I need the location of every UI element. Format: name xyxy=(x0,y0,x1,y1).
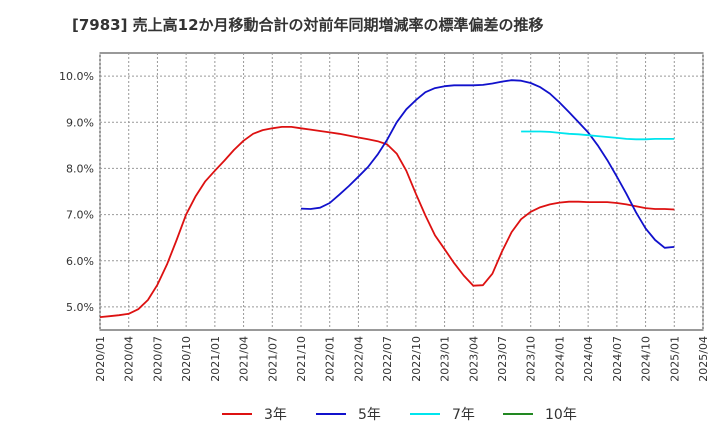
x-tick-label: 2023/07 xyxy=(496,336,509,382)
y-axis-tick-labels: 5.0% 6.0% 7.0% 8.0% 9.0% 10.0% xyxy=(59,70,94,314)
x-tick-label: 2024/07 xyxy=(611,336,624,382)
x-tick-label: 2023/01 xyxy=(439,336,452,382)
grid-layer xyxy=(99,53,704,330)
x-tick-label: 2024/01 xyxy=(553,336,566,382)
x-tick-label: 2020/10 xyxy=(180,336,193,382)
x-tick-label: 2025/01 xyxy=(668,336,681,382)
x-tick-label: 2022/07 xyxy=(381,336,394,382)
legend-label-3: 7年 xyxy=(452,407,475,423)
y-tick-label: 9.0% xyxy=(66,116,94,129)
x-tick-label: 2024/04 xyxy=(582,336,595,382)
y-tick-label: 6.0% xyxy=(66,255,94,268)
y-tick-label: 8.0% xyxy=(66,162,94,175)
x-tick-label: 2022/01 xyxy=(324,336,337,382)
x-tick-label: 2021/04 xyxy=(238,336,251,382)
x-tick-label: 2021/01 xyxy=(209,336,222,382)
x-tick-label: 2020/04 xyxy=(123,336,136,382)
legend-label-4: 10年 xyxy=(545,407,577,423)
x-tick-label: 2022/10 xyxy=(410,336,423,382)
legend-label-1: 3年 xyxy=(264,407,287,423)
x-tick-label: 2021/07 xyxy=(266,336,279,382)
chart-title: [7983] 売上高12か月移動合計の対前年同期増減率の標準偏差の推移 xyxy=(72,16,544,34)
y-tick-label: 10.0% xyxy=(59,70,94,83)
series-layer xyxy=(99,79,675,318)
series-line-1 xyxy=(99,126,675,318)
series-line-3 xyxy=(521,130,675,141)
y-tick-label: 7.0% xyxy=(66,209,94,222)
legend-label-2: 5年 xyxy=(358,407,381,423)
x-tick-label: 2024/10 xyxy=(640,336,653,382)
y-tick-label: 5.0% xyxy=(66,301,94,314)
x-tick-label: 2020/01 xyxy=(94,336,107,382)
series-line-2 xyxy=(300,79,675,249)
x-axis-tick-labels: 2020/01 2020/04 2020/07 2020/10 2021/01 2021/… xyxy=(94,336,710,382)
legend: 3年 5年 7年 10年 xyxy=(222,407,577,423)
x-tick-label: 2025/04 xyxy=(697,336,710,382)
x-tick-label: 2021/10 xyxy=(295,336,308,382)
x-tick-label: 2023/04 xyxy=(467,336,480,382)
plot-area xyxy=(99,52,704,331)
x-tick-label: 2023/10 xyxy=(525,336,538,382)
x-tick-label: 2022/04 xyxy=(352,336,365,382)
x-tick-label: 2020/07 xyxy=(151,336,164,382)
